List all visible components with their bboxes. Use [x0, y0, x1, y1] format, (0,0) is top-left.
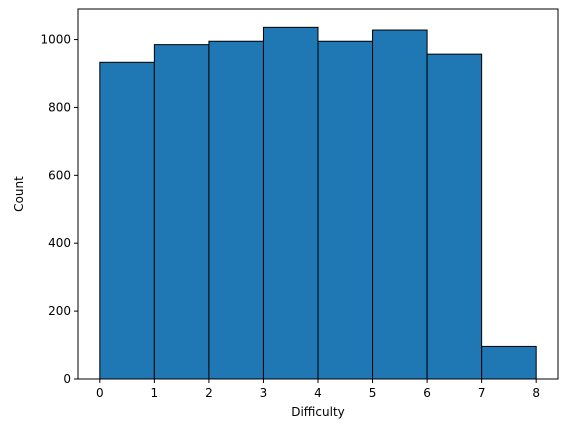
x-tick-label: 8	[532, 386, 540, 400]
histogram-bar	[317, 40, 374, 380]
x-tick-label: 4	[314, 386, 322, 400]
bars-group	[99, 26, 537, 380]
x-tick-label: 7	[478, 386, 486, 400]
y-tick-label: 400	[48, 236, 71, 250]
histogram-bar	[208, 40, 264, 380]
y-tick-label: 200	[48, 304, 71, 318]
histogram-bar	[481, 345, 537, 380]
x-axis-ticks: 0 1 2 3 4 5 6 7 8	[96, 379, 540, 400]
histogram-bar	[372, 29, 428, 380]
x-axis-label: Difficulty	[291, 405, 345, 419]
x-tick-label: 1	[151, 386, 159, 400]
y-tick-label: 0	[63, 372, 71, 386]
histogram-bar	[262, 26, 319, 380]
y-tick-label: 800	[48, 100, 71, 114]
x-tick-label: 0	[96, 386, 104, 400]
y-tick-label: 600	[48, 168, 71, 182]
histogram-bar	[99, 61, 155, 380]
x-tick-label: 5	[369, 386, 377, 400]
y-axis-ticks: 0 200 400 600 800 1000	[40, 33, 78, 386]
x-tick-label: 6	[423, 386, 431, 400]
histogram-bar	[153, 44, 210, 380]
histogram-bar	[426, 53, 483, 380]
y-tick-label: 1000	[40, 33, 71, 47]
x-tick-label: 2	[205, 386, 213, 400]
x-tick-label: 3	[260, 386, 268, 400]
y-axis-label: Count	[12, 176, 26, 212]
